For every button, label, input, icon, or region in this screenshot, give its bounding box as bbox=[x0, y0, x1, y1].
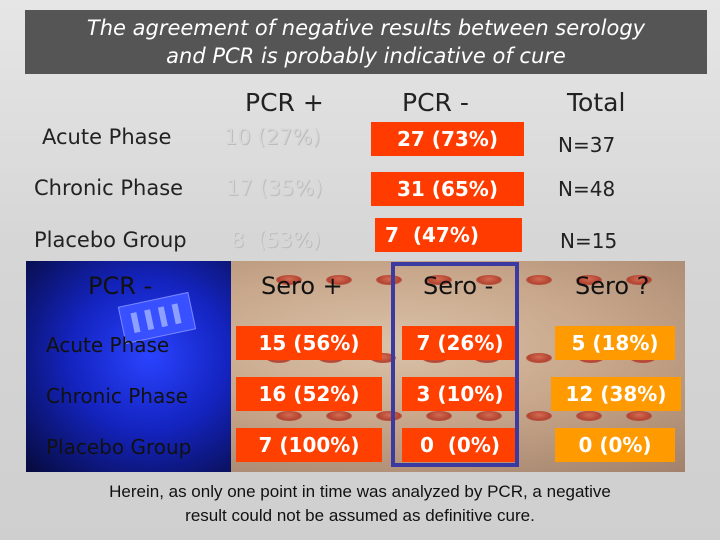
acute-sero-question: 5 (18%) bbox=[555, 326, 675, 360]
lower-row-label-acute: Acute Phase bbox=[46, 333, 170, 357]
placebo-sero-minus: 0 (0%) bbox=[402, 428, 518, 462]
chronic-total: N=48 bbox=[558, 177, 616, 201]
header-pcr-minus: PCR - bbox=[402, 88, 469, 117]
chronic-pcr-minus: 31 (65%) bbox=[371, 172, 524, 206]
row-label-chronic: Chronic Phase bbox=[34, 176, 184, 200]
chronic-sero-minus: 3 (10%) bbox=[402, 377, 518, 411]
lower-row-label-chronic: Chronic Phase bbox=[46, 384, 188, 408]
acute-pcr-minus: 27 (73%) bbox=[371, 122, 524, 156]
header-sero-plus: Sero + bbox=[261, 272, 343, 300]
footer-line-1: Herein, as only one point in time was an… bbox=[109, 482, 611, 501]
placebo-pcr-plus: 8 (53%) bbox=[231, 228, 321, 252]
chronic-pcr-plus: 17 (35%) bbox=[226, 176, 323, 200]
header-sero-question: Sero ? bbox=[575, 272, 650, 300]
placebo-pcr-minus: 7 (47%) bbox=[375, 218, 522, 252]
title-line-2: and PCR is probably indicative of cure bbox=[166, 44, 566, 68]
acute-sero-minus: 7 (26%) bbox=[402, 326, 518, 360]
chronic-sero-question: 12 (38%) bbox=[551, 377, 681, 411]
footer-line-2: result could not be assumed as definitiv… bbox=[185, 506, 535, 525]
header-total: Total bbox=[567, 88, 626, 117]
placebo-total: N=15 bbox=[560, 229, 618, 253]
chronic-sero-plus: 16 (52%) bbox=[236, 377, 382, 411]
placebo-sero-plus: 7 (100%) bbox=[236, 428, 382, 462]
lower-row-label-placebo: Placebo Group bbox=[46, 435, 192, 459]
lower-corner-label: PCR - bbox=[88, 272, 153, 300]
slide-title: The agreement of negative results betwee… bbox=[25, 10, 707, 74]
acute-total: N=37 bbox=[558, 133, 616, 157]
row-label-placebo: Placebo Group bbox=[34, 228, 187, 252]
placebo-sero-question: 0 (0%) bbox=[555, 428, 675, 462]
header-sero-minus: Sero - bbox=[423, 272, 494, 300]
row-label-acute: Acute Phase bbox=[42, 125, 172, 149]
acute-sero-plus: 15 (56%) bbox=[236, 326, 382, 360]
acute-pcr-plus: 10 (27%) bbox=[224, 125, 321, 149]
gel-image bbox=[26, 261, 231, 472]
title-line-1: The agreement of negative results betwee… bbox=[86, 16, 646, 40]
sero-minus-highlight-frame bbox=[391, 262, 519, 467]
footer-note: Herein, as only one point in time was an… bbox=[30, 480, 690, 528]
header-pcr-plus: PCR + bbox=[245, 88, 324, 117]
